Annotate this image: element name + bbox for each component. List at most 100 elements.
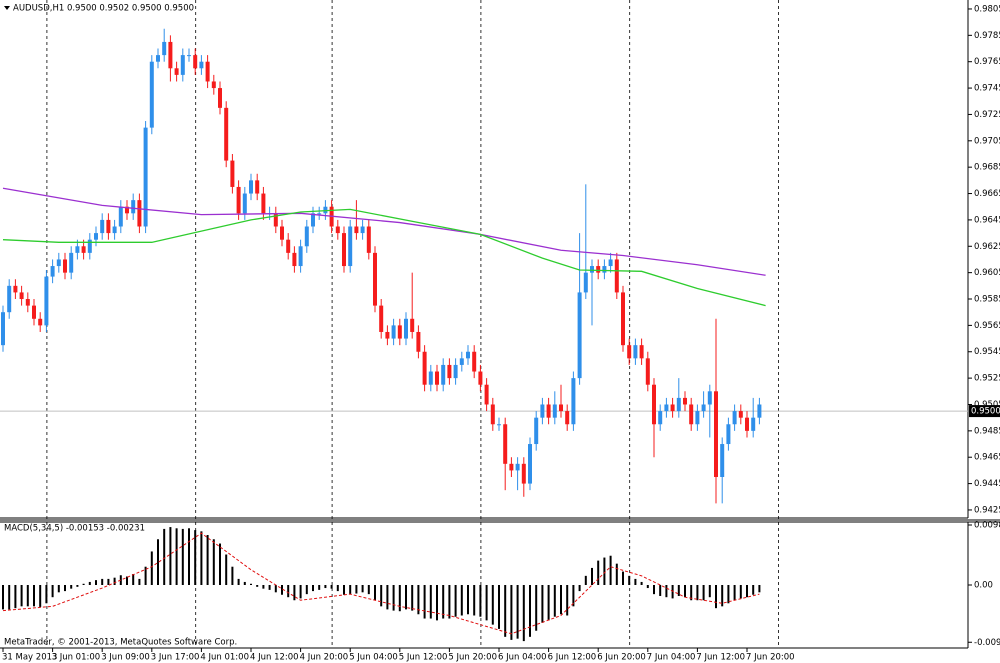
candle-body bbox=[633, 345, 638, 359]
candle-body bbox=[137, 200, 142, 227]
macd-bar bbox=[727, 585, 730, 604]
candle-body bbox=[397, 325, 402, 339]
macd-bar bbox=[584, 575, 587, 585]
candle-body bbox=[131, 200, 136, 214]
macd-bar bbox=[163, 528, 166, 585]
macd-bar bbox=[126, 576, 128, 585]
candle-body bbox=[559, 404, 563, 412]
indicator-line bbox=[2, 187, 766, 276]
x-tick-label: 3 Jun 01:00 bbox=[52, 653, 101, 663]
macd-bar bbox=[188, 528, 190, 585]
candle-body bbox=[472, 351, 477, 372]
macd-bar bbox=[231, 566, 234, 585]
macd-bar bbox=[349, 585, 352, 595]
candle-body bbox=[354, 226, 359, 234]
macd-bar bbox=[646, 585, 649, 589]
candle-body bbox=[13, 285, 18, 293]
macd-bar bbox=[504, 585, 507, 637]
macd-bar bbox=[132, 574, 135, 585]
candle-body bbox=[298, 246, 303, 267]
candle-body bbox=[621, 292, 625, 346]
macd-bar bbox=[467, 585, 469, 615]
candle-body bbox=[193, 55, 198, 69]
macd-bar bbox=[498, 585, 500, 629]
macd-bar bbox=[411, 585, 414, 611]
macd-bar bbox=[206, 535, 209, 585]
macd-bar bbox=[336, 585, 339, 592]
macd-bar bbox=[690, 585, 693, 601]
candle-body bbox=[94, 233, 98, 240]
candle-body bbox=[149, 61, 154, 128]
candle-body bbox=[726, 424, 731, 445]
y-tick-label: 0.9745 bbox=[974, 84, 1000, 94]
macd-bar bbox=[758, 585, 761, 593]
macd-bar bbox=[374, 585, 376, 601]
y-tick-label: -0.00939 bbox=[974, 638, 1000, 648]
menu-triangle[interactable] bbox=[4, 6, 10, 10]
candle-body bbox=[540, 404, 545, 418]
candle-body bbox=[676, 397, 681, 412]
candle-body bbox=[627, 345, 632, 359]
candle-body bbox=[174, 68, 179, 75]
macd-bar bbox=[597, 560, 600, 585]
macd-bar bbox=[367, 585, 370, 595]
macd-bar bbox=[591, 567, 593, 585]
macd-bar bbox=[312, 585, 314, 592]
macd-bar bbox=[107, 578, 110, 585]
y-tick-label: 0.9605 bbox=[974, 268, 1000, 278]
candle-body bbox=[596, 266, 601, 273]
candle-body bbox=[19, 292, 24, 300]
macd-bar bbox=[510, 585, 513, 640]
y-tick-label: 0.9585 bbox=[974, 295, 1000, 305]
candle-body bbox=[670, 404, 675, 412]
candle-body bbox=[118, 206, 123, 227]
candle-body bbox=[751, 417, 756, 431]
candle-body bbox=[242, 193, 247, 214]
candle-body bbox=[490, 404, 495, 425]
macd-bar bbox=[380, 585, 383, 607]
x-tick-label: 5 Jun 20:00 bbox=[448, 653, 497, 663]
macd-bar bbox=[659, 585, 662, 596]
macd-bar bbox=[702, 585, 705, 601]
x-tick-label: 3 Jun 09:00 bbox=[101, 653, 150, 663]
candle-body bbox=[738, 411, 743, 418]
macd-bar bbox=[212, 539, 215, 585]
macd-bar bbox=[287, 585, 290, 598]
candle-body bbox=[156, 55, 160, 62]
macd-bar bbox=[330, 585, 333, 589]
indicator-line bbox=[2, 532, 760, 635]
candle-body bbox=[484, 384, 489, 405]
macd-bar bbox=[219, 543, 221, 585]
x-tick-label: 5 Jun 04:00 bbox=[349, 653, 398, 663]
candle-body bbox=[211, 81, 216, 89]
y-tick-label: 0.9525 bbox=[974, 374, 1000, 384]
candle-body bbox=[645, 358, 650, 385]
macd-header: MACD(5,34,5) -0.00153 -0.00231 bbox=[4, 524, 145, 534]
macd-bar bbox=[684, 585, 686, 598]
candle-body bbox=[689, 404, 694, 425]
candle-body bbox=[416, 331, 421, 352]
macd-bar bbox=[101, 578, 104, 585]
macd-bar bbox=[26, 585, 29, 607]
y-tick-label: 0.9565 bbox=[974, 321, 1000, 331]
candle-body bbox=[453, 364, 458, 379]
candle-body bbox=[528, 444, 532, 484]
y-tick-label: 0.9705 bbox=[974, 136, 1000, 146]
candle-body bbox=[422, 351, 427, 385]
candle-body bbox=[317, 213, 322, 215]
macd-bar bbox=[609, 555, 612, 585]
macd-bar bbox=[485, 585, 488, 621]
candle-body bbox=[112, 226, 117, 234]
candle-body bbox=[286, 239, 291, 253]
macd-bar bbox=[293, 585, 296, 601]
candle-body bbox=[44, 276, 49, 326]
price-label: 0.9500 bbox=[971, 407, 1000, 417]
macd-bar bbox=[622, 571, 624, 585]
x-tick-label: 31 May 2013 bbox=[2, 653, 57, 663]
y-tick-label: 0.9645 bbox=[974, 215, 1000, 225]
candle-body bbox=[1, 312, 5, 346]
candle-body bbox=[639, 345, 644, 359]
x-tick-label: 4 Jun 01:00 bbox=[200, 653, 249, 663]
candle-body bbox=[391, 325, 396, 339]
